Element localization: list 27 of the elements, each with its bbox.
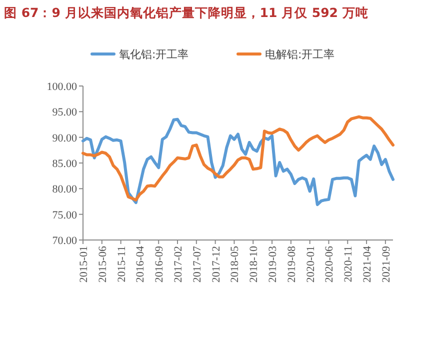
x-tick-label: 2019-03 xyxy=(267,246,280,283)
y-tick-label: 75.00 xyxy=(52,209,78,222)
y-tick-label: 95.00 xyxy=(52,106,78,119)
x-tick-label: 2017-02 xyxy=(172,246,185,283)
x-tick-label: 2017-12 xyxy=(210,246,222,283)
x-tick-label: 2021-04 xyxy=(362,246,374,283)
x-tick-label: 2018-05 xyxy=(229,246,242,283)
x-tick-label: 2015-11 xyxy=(116,246,128,282)
x-tick-label: 2015-01 xyxy=(78,246,90,283)
x-tick-label: 2015-06 xyxy=(96,246,109,283)
x-tick-label: 2020-11 xyxy=(342,246,355,282)
x-tick-label: 2018-10 xyxy=(248,246,260,283)
x-tick-label: 2017-07 xyxy=(191,246,204,283)
y-tick-label: 80.00 xyxy=(52,184,78,196)
x-tick-label: 2021-09 xyxy=(380,246,392,283)
y-tick-label: 100.00 xyxy=(46,81,78,93)
legend-label: 氧化铝:开工率 xyxy=(119,48,189,61)
legend-label: 电解铝:开工率 xyxy=(265,48,335,61)
x-tick-label: 2016-09 xyxy=(154,246,166,283)
x-tick-label: 2020-06 xyxy=(324,246,336,283)
x-tick-label: 2019-08 xyxy=(286,246,298,283)
y-tick-label: 90.00 xyxy=(52,132,78,144)
y-tick-label: 85.00 xyxy=(52,158,78,170)
x-tick-label: 2016-04 xyxy=(134,246,147,283)
y-tick-label: 70.00 xyxy=(52,235,78,247)
x-tick-label: 2020-01 xyxy=(304,246,317,283)
chart-title: 图 67：9 月以来国内氧化铝产量下降明显，11 月仅 592 万吨 xyxy=(4,5,368,20)
